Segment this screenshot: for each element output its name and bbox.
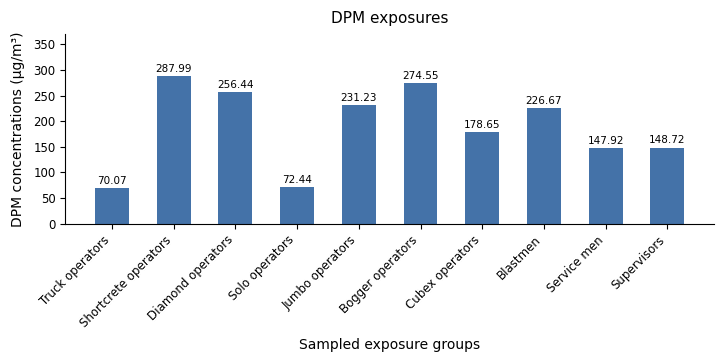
- Text: 226.67: 226.67: [526, 95, 562, 106]
- Bar: [589, 148, 623, 224]
- Bar: [341, 105, 376, 224]
- Text: 287.99: 287.99: [155, 64, 192, 74]
- Bar: [280, 187, 314, 224]
- Bar: [527, 107, 561, 224]
- Bar: [404, 83, 437, 224]
- Bar: [650, 147, 684, 224]
- Text: 147.92: 147.92: [587, 136, 624, 146]
- Text: 72.44: 72.44: [282, 175, 312, 184]
- Text: 70.07: 70.07: [97, 176, 127, 186]
- Title: DPM exposures: DPM exposures: [331, 11, 448, 26]
- X-axis label: Sampled exposure groups: Sampled exposure groups: [299, 338, 480, 352]
- Text: 274.55: 274.55: [402, 71, 439, 81]
- Bar: [157, 76, 191, 224]
- Bar: [218, 92, 252, 224]
- Bar: [95, 188, 129, 224]
- Bar: [465, 132, 500, 224]
- Text: 231.23: 231.23: [341, 93, 377, 103]
- Text: 148.72: 148.72: [649, 135, 686, 146]
- Text: 256.44: 256.44: [217, 80, 254, 90]
- Y-axis label: DPM concentrations (μg/m³): DPM concentrations (μg/m³): [11, 31, 25, 227]
- Text: 178.65: 178.65: [464, 120, 500, 130]
